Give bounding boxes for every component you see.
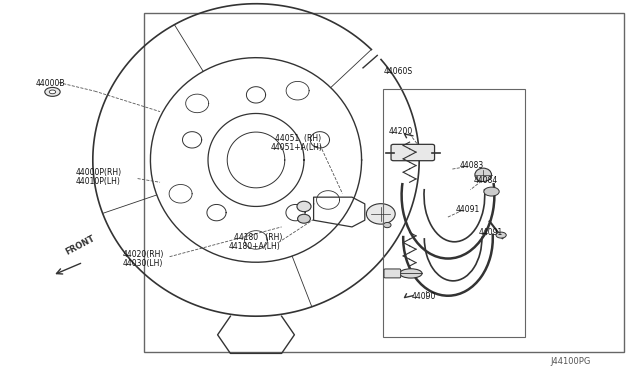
Ellipse shape: [383, 222, 391, 228]
Bar: [144, 13, 624, 352]
FancyBboxPatch shape: [384, 269, 401, 278]
Text: 44084: 44084: [474, 176, 498, 185]
Ellipse shape: [298, 214, 310, 223]
Text: 44030(LH): 44030(LH): [123, 259, 163, 268]
Text: 44051+A(LH): 44051+A(LH): [271, 143, 323, 152]
Circle shape: [45, 87, 60, 96]
Text: 44020(RH): 44020(RH): [123, 250, 164, 259]
Text: 44180+A(LH): 44180+A(LH): [229, 242, 281, 251]
Text: 44083: 44083: [460, 161, 484, 170]
Text: 44000B: 44000B: [36, 78, 65, 87]
Text: 44090: 44090: [412, 292, 436, 301]
Bar: [383, 89, 525, 337]
Text: 44010P(LH): 44010P(LH): [76, 177, 120, 186]
Ellipse shape: [475, 168, 492, 182]
Text: 44091: 44091: [479, 228, 503, 237]
Circle shape: [484, 187, 499, 196]
FancyBboxPatch shape: [391, 144, 435, 161]
Ellipse shape: [366, 204, 395, 224]
Circle shape: [49, 90, 56, 94]
Text: 44200: 44200: [388, 127, 413, 136]
Text: 44000P(RH): 44000P(RH): [76, 168, 122, 177]
Circle shape: [496, 232, 506, 238]
Text: 44091: 44091: [456, 205, 480, 214]
Text: 44051  (RH): 44051 (RH): [275, 134, 321, 143]
Text: J44100PG: J44100PG: [550, 357, 591, 366]
Text: 44060S: 44060S: [384, 67, 413, 76]
Ellipse shape: [399, 269, 422, 278]
Ellipse shape: [297, 201, 311, 212]
Text: 44180   (RH): 44180 (RH): [234, 233, 282, 242]
Text: FRONT: FRONT: [64, 234, 97, 257]
